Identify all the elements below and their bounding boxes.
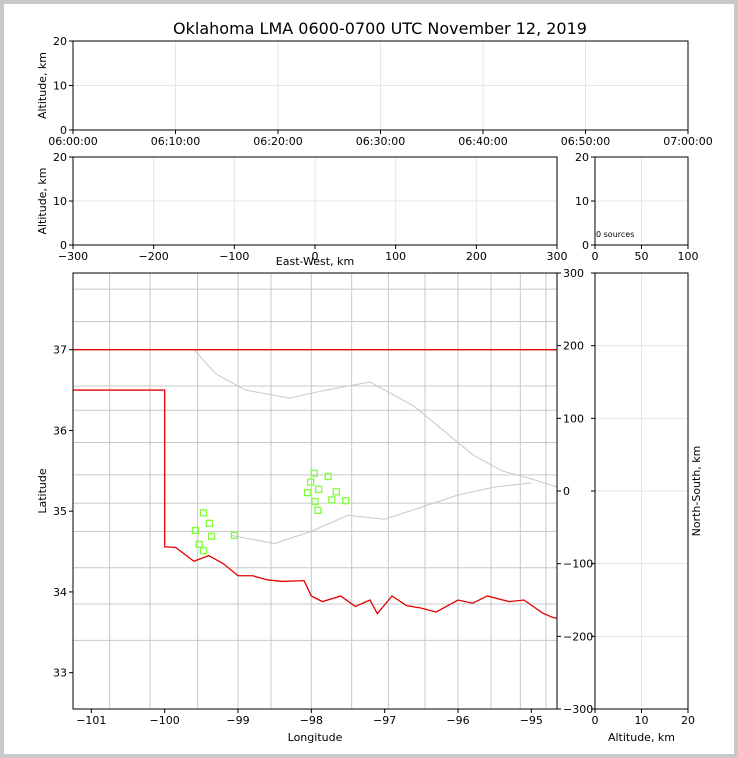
axes-frame [72, 156, 558, 246]
x-tick-label: 200 [466, 250, 487, 263]
x-tick-label: 06:10:00 [151, 135, 200, 148]
lma-station-marker [304, 488, 312, 497]
axes-frame [594, 272, 689, 710]
secondary-y-tick-label: 100 [563, 412, 584, 425]
x-tick-label: 06:20:00 [253, 135, 302, 148]
y-tick-label: 33 [53, 667, 67, 680]
x-axis-label: Altitude, km [608, 731, 675, 744]
lma-station-marker [314, 506, 322, 515]
secondary-y-tick-label: −200 [563, 630, 593, 643]
x-tick-label: 06:50:00 [561, 135, 610, 148]
lma-station-marker [311, 497, 319, 506]
y-tick-label: 10 [575, 195, 589, 208]
y-tick-label: 10 [53, 195, 67, 208]
lma-station-marker [328, 496, 336, 504]
figure-background [4, 4, 734, 754]
lma-station-marker [205, 519, 214, 527]
x-axis-label: Longitude [288, 731, 343, 744]
lma-station-marker [306, 478, 315, 486]
lma-station-marker [191, 526, 200, 535]
x-tick-label: 100 [385, 250, 406, 263]
lma-station-marker [230, 531, 238, 540]
x-tick-label: −98 [300, 714, 323, 727]
secondary-y-axis-label: North-South, km [690, 446, 703, 537]
x-tick-label: 07:00:00 [663, 135, 712, 148]
secondary-y-tick-label: 200 [563, 340, 584, 353]
figure-title: Oklahoma LMA 0600-0700 UTC November 12, … [173, 19, 587, 38]
secondary-y-tick-label: −300 [563, 703, 593, 716]
x-tick-label: 10 [635, 714, 649, 727]
x-tick-label: 06:40:00 [458, 135, 507, 148]
sources-annotation: 0 sources [596, 230, 634, 239]
y-tick-label: 0 [60, 239, 67, 252]
y-tick-label: 0 [582, 239, 589, 252]
x-tick-label: −200 [139, 250, 169, 263]
axes-frame [594, 156, 689, 246]
state-border [73, 349, 557, 619]
y-axis-label: Altitude, km [36, 167, 49, 234]
y-axis-label: Altitude, km [36, 52, 49, 119]
x-tick-label: −96 [446, 714, 469, 727]
y-tick-label: 10 [53, 80, 67, 93]
y-tick-label: 35 [53, 505, 67, 518]
x-tick-label: −100 [219, 250, 249, 263]
y-axis-label: Latitude [36, 468, 49, 514]
lma-station-marker [207, 532, 216, 540]
x-tick-label: 0 [312, 250, 319, 263]
x-axis-label: East-West, km [276, 255, 354, 268]
x-tick-label: 50 [635, 250, 649, 263]
y-tick-label: 0 [60, 124, 67, 137]
lma-station-marker [315, 485, 323, 494]
axes-frame [72, 40, 689, 131]
lma-station-marker [342, 497, 350, 505]
y-tick-label: 36 [53, 424, 67, 437]
x-tick-label: 20 [681, 714, 695, 727]
y-tick-label: 20 [575, 151, 589, 164]
x-tick-label: 100 [678, 250, 699, 263]
y-tick-label: 34 [53, 586, 67, 599]
y-tick-label: 20 [53, 35, 67, 48]
x-tick-label: −95 [520, 714, 543, 727]
x-tick-label: −99 [226, 714, 249, 727]
x-tick-label: 06:00:00 [48, 135, 97, 148]
x-tick-label: −300 [58, 250, 88, 263]
secondary-y-tick-label: 300 [563, 267, 584, 280]
y-tick-label: 20 [53, 151, 67, 164]
lma-station-marker [310, 469, 318, 477]
x-tick-label: −97 [373, 714, 396, 727]
chart-panels: 06:00:00 06:10:00 06:20:00 06:30:00 06:40:00… [36, 35, 713, 744]
y-tick-label: 37 [53, 344, 67, 357]
lma-station-marker [199, 547, 208, 555]
map-layer [73, 273, 557, 709]
county-line [193, 349, 557, 488]
lma-station-marker [195, 540, 203, 548]
county-line [230, 482, 532, 544]
lma-station-marker [324, 472, 332, 481]
x-tick-label: 0 [592, 714, 599, 727]
x-tick-label: 06:30:00 [356, 135, 405, 148]
x-tick-label: 0 [592, 250, 599, 263]
x-tick-label: −100 [150, 714, 180, 727]
lma-station-marker [332, 488, 340, 496]
secondary-y-tick-label: −100 [563, 558, 593, 571]
secondary-y-tick-label: 0 [563, 485, 570, 498]
x-tick-label: −101 [76, 714, 106, 727]
x-tick-label: 300 [547, 250, 568, 263]
lma-station-marker [199, 509, 208, 517]
